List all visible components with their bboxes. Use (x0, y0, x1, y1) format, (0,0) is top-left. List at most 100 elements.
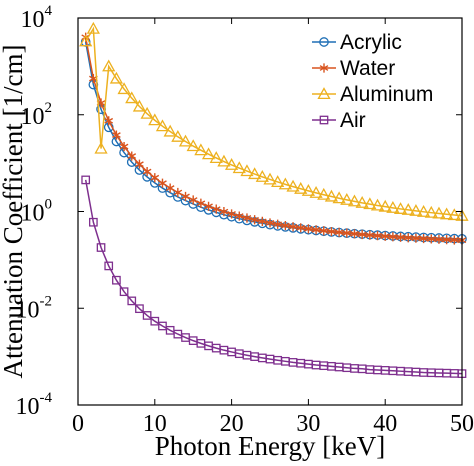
legend-item-water: Water (312, 57, 395, 80)
data-point-aluminum (148, 113, 162, 126)
legend-item-acrylic: Acrylic (312, 31, 402, 54)
data-point-water (181, 191, 190, 202)
data-point-water (188, 195, 198, 205)
legend-label-water: Water (340, 57, 395, 80)
data-point-aluminum (386, 201, 400, 213)
data-point-aluminum (217, 154, 231, 167)
data-point-water (365, 230, 375, 240)
data-point-aluminum (171, 129, 185, 142)
data-point-air (81, 175, 91, 185)
data-point-aluminum (255, 170, 269, 182)
data-point-aluminum (294, 181, 308, 194)
legend: Acrylic Water Aluminum Air (312, 31, 433, 132)
axis-ticks: 0 10 20 30 40 50 10-4 10-2 100 102 104 (16, 3, 474, 437)
data-point-air (112, 275, 121, 285)
data-point-aluminum (186, 139, 200, 152)
data-point-water (388, 232, 398, 242)
data-point-water (296, 223, 306, 233)
data-point-water (350, 229, 359, 239)
data-point-water (135, 159, 144, 169)
data-point-aluminum (109, 71, 124, 84)
data-point-aluminum (271, 175, 285, 188)
x-tick-label: 10 (143, 411, 167, 437)
data-point-aluminum (194, 143, 208, 156)
data-point-air (89, 217, 98, 227)
data-point-air (96, 243, 106, 252)
data-point-air (104, 261, 114, 271)
data-point-aluminum (447, 208, 461, 221)
data-point-water (242, 213, 252, 223)
data-point-air (135, 304, 144, 314)
data-point-water (104, 116, 114, 126)
data-point-water (304, 224, 313, 234)
series-line-aluminum (85, 26, 463, 217)
data-point-water (204, 201, 213, 211)
data-point-water (311, 225, 321, 235)
data-point-water (119, 141, 129, 152)
data-point-aluminum (340, 193, 354, 205)
data-point-air (127, 296, 137, 306)
data-point-water (257, 216, 267, 226)
data-point-aluminum (79, 34, 93, 47)
data-point-water (334, 227, 344, 237)
data-point-aluminum (140, 106, 154, 119)
y-tick-label: 100 (21, 197, 53, 227)
data-point-aluminum (278, 177, 292, 190)
x-tick-label: 40 (373, 411, 397, 437)
data-point-water (142, 166, 152, 177)
data-point-water (234, 211, 244, 221)
data-point-aluminum (393, 202, 408, 214)
legend-marker-acrylic (319, 37, 329, 47)
series-acrylic (80, 37, 467, 244)
data-point-water (127, 151, 137, 161)
data-point-aluminum (163, 124, 177, 137)
data-point-aluminum (224, 158, 239, 170)
legend-marker-water (319, 63, 329, 73)
data-point-aluminum (432, 206, 446, 219)
data-point-water (196, 198, 206, 208)
data-point-aluminum (378, 199, 392, 212)
y-axis-title: Attenuation Coefficient [1/cm] (0, 45, 28, 379)
data-point-aluminum (263, 172, 277, 185)
data-point-aluminum (347, 194, 362, 207)
data-point-water (380, 231, 390, 241)
data-point-water (419, 233, 428, 244)
y-tick-label: 10-4 (16, 390, 53, 420)
data-point-water (403, 233, 413, 243)
legend-item-aluminum: Aluminum (312, 83, 433, 106)
data-point-aluminum (201, 147, 216, 160)
data-point-aluminum (317, 187, 331, 200)
data-point-aluminum (209, 151, 223, 163)
data-point-aluminum (178, 134, 193, 147)
data-point-water (150, 173, 160, 183)
data-point-water (411, 233, 421, 243)
data-point-aluminum (125, 91, 139, 104)
data-point-water (449, 235, 459, 245)
data-point-aluminum (117, 82, 131, 95)
data-point-aluminum (232, 161, 246, 174)
data-point-water (281, 220, 290, 231)
data-point-water (442, 235, 451, 245)
x-tick-label: 20 (220, 411, 244, 437)
data-point-aluminum (409, 204, 423, 216)
data-point-water (396, 232, 405, 242)
data-point-water (434, 234, 444, 244)
data-point-aluminum (240, 164, 254, 177)
data-point-water (342, 228, 352, 238)
data-point-air (119, 287, 129, 297)
data-point-aluminum (248, 167, 262, 180)
data-point-aluminum (102, 59, 116, 72)
data-point-water (219, 207, 229, 217)
data-point-aluminum (286, 179, 300, 192)
data-point-water (426, 234, 436, 244)
legend-item-air: Air (312, 109, 366, 132)
y-tick-label: 102 (21, 100, 53, 130)
data-point-aluminum (370, 198, 385, 211)
data-point-water (327, 226, 336, 237)
data-point-aluminum (424, 205, 438, 218)
legend-marker-aluminum (317, 87, 331, 100)
data-point-water (211, 204, 221, 214)
data-point-water (158, 178, 167, 188)
y-tick-label: 10-2 (16, 293, 53, 323)
